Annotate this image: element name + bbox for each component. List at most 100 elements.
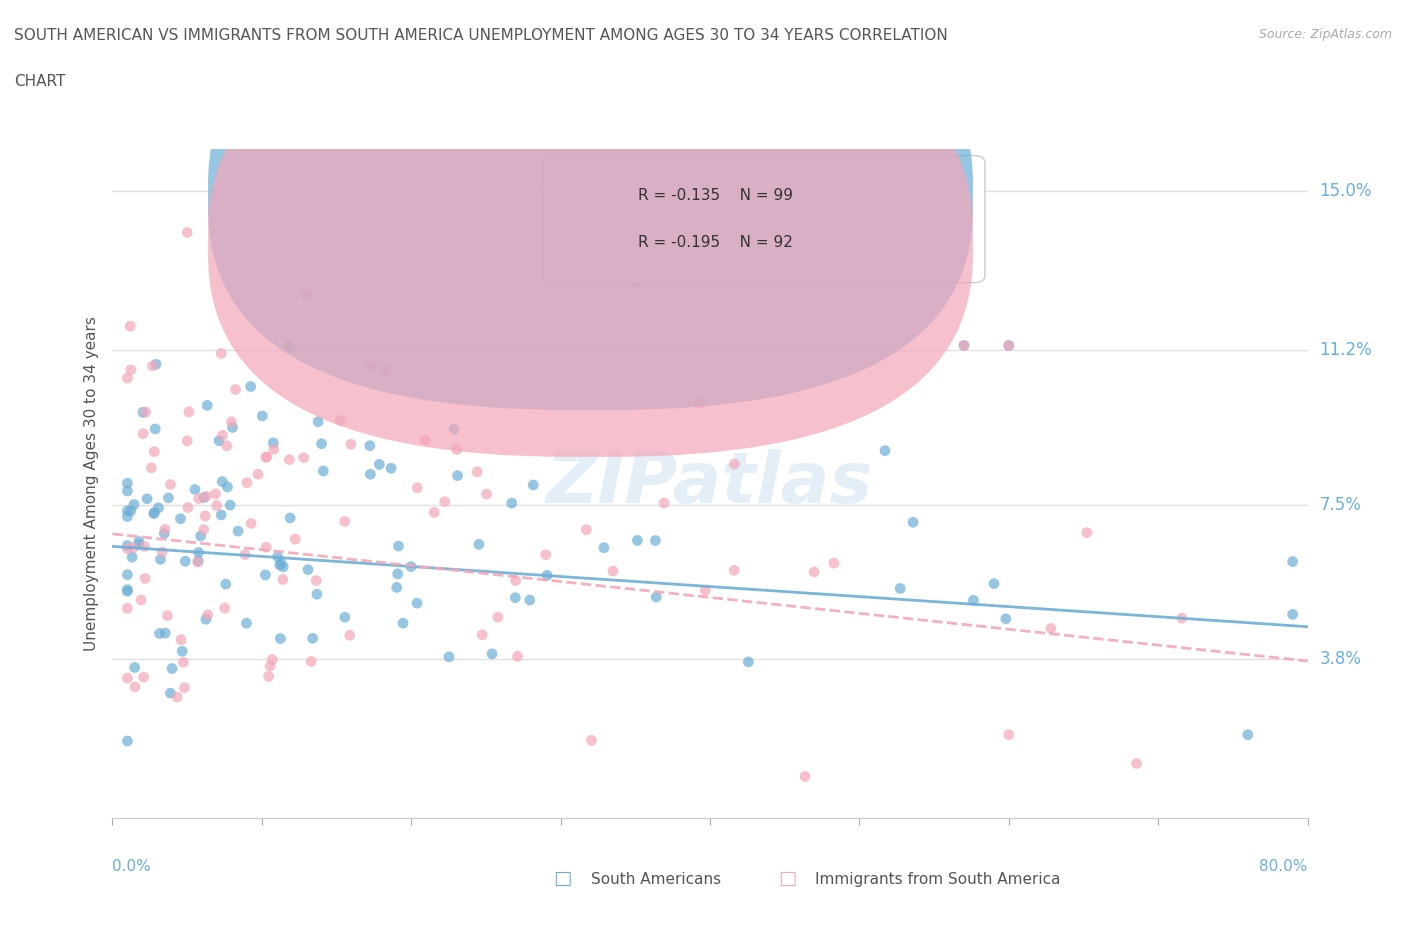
Point	[205, 498, 228, 513]
Text: SOUTH AMERICAN VS IMMIGRANTS FROM SOUTH AMERICA UNEMPLOYMENT AMONG AGES 30 TO 34: SOUTH AMERICAN VS IMMIGRANTS FROM SOUTH …	[14, 28, 948, 43]
Point	[873, 444, 896, 458]
Point	[136, 491, 159, 506]
Point	[143, 445, 166, 459]
Point	[392, 616, 415, 631]
Point	[263, 442, 285, 457]
Point	[262, 435, 284, 450]
Text: Immigrants from South America: Immigrants from South America	[815, 871, 1062, 886]
Point	[387, 538, 409, 553]
Point	[311, 436, 333, 451]
Point	[998, 339, 1021, 353]
Point	[148, 626, 170, 641]
FancyBboxPatch shape	[543, 155, 984, 283]
Point	[1281, 554, 1303, 569]
Point	[156, 608, 179, 623]
Point	[215, 438, 238, 453]
Point	[193, 490, 215, 505]
Point	[423, 505, 446, 520]
Point	[153, 522, 176, 537]
Point	[187, 554, 209, 569]
Point	[159, 685, 181, 700]
Text: ZIPatlas: ZIPatlas	[547, 449, 873, 518]
Point	[299, 654, 322, 669]
Point	[998, 339, 1021, 353]
Point	[333, 610, 356, 625]
Point	[486, 610, 509, 625]
Point	[262, 652, 284, 667]
Point	[446, 468, 468, 483]
Point	[259, 658, 281, 673]
Point	[723, 563, 745, 578]
Point	[271, 559, 294, 574]
Point	[505, 591, 527, 605]
Point	[256, 449, 278, 464]
Point	[145, 357, 167, 372]
Point	[187, 553, 209, 568]
Point	[117, 584, 139, 599]
Point	[135, 405, 157, 419]
Text: R = -0.135    N = 99: R = -0.135 N = 99	[638, 188, 793, 203]
Point	[155, 626, 177, 641]
Point	[305, 573, 328, 588]
Point	[217, 480, 239, 495]
Point	[190, 528, 212, 543]
Point	[129, 592, 152, 607]
Point	[301, 631, 323, 645]
Point	[177, 500, 200, 515]
Point	[172, 655, 194, 670]
Point	[117, 541, 139, 556]
Point	[269, 631, 291, 646]
Point	[387, 566, 409, 581]
Point	[506, 649, 529, 664]
Point	[194, 612, 217, 627]
Point	[221, 415, 243, 430]
Text: 80.0%: 80.0%	[1260, 858, 1308, 873]
Point	[117, 484, 139, 498]
Point	[235, 616, 257, 631]
Point	[962, 592, 984, 607]
Point	[695, 583, 717, 598]
FancyBboxPatch shape	[208, 28, 973, 457]
Point	[723, 457, 745, 472]
Point	[177, 405, 200, 419]
Point	[160, 661, 183, 676]
Point	[602, 564, 624, 578]
Point	[142, 506, 165, 521]
Text: South Americans: South Americans	[591, 871, 721, 886]
Point	[292, 450, 315, 465]
Point	[413, 432, 436, 447]
Text: 3.8%: 3.8%	[1319, 650, 1361, 669]
Point	[204, 486, 226, 501]
Point	[132, 670, 155, 684]
Point	[953, 339, 976, 353]
Point	[329, 413, 352, 428]
Point	[215, 577, 238, 591]
Point	[624, 275, 647, 290]
Point	[443, 421, 465, 436]
Point	[142, 358, 165, 373]
Point	[284, 532, 307, 547]
Point	[1171, 611, 1194, 626]
Text: □: □	[778, 869, 797, 887]
Point	[953, 339, 976, 353]
Point	[575, 523, 598, 538]
Point	[124, 660, 146, 675]
Point	[254, 450, 277, 465]
Point	[626, 533, 648, 548]
Point	[173, 680, 195, 695]
Point	[124, 680, 146, 695]
Point	[406, 596, 429, 611]
Point	[312, 463, 335, 478]
Point	[117, 601, 139, 616]
Point	[187, 545, 209, 560]
Point	[689, 395, 711, 410]
Point	[122, 498, 145, 512]
Point	[307, 415, 329, 430]
Point	[437, 649, 460, 664]
Point	[501, 496, 523, 511]
Point	[143, 421, 166, 436]
Text: R = -0.195    N = 92: R = -0.195 N = 92	[638, 235, 793, 250]
Point	[475, 486, 498, 501]
Text: □: □	[553, 869, 572, 887]
Point	[172, 644, 194, 658]
